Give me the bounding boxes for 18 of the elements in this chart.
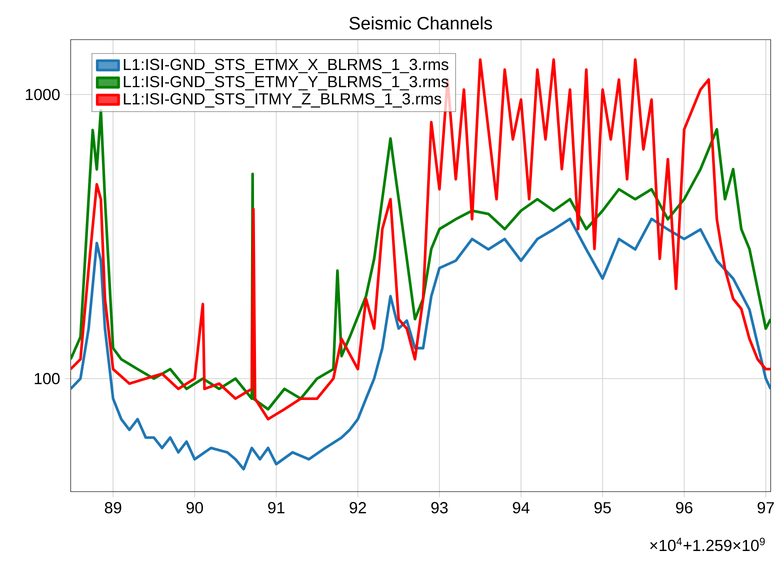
x-tick-label: 95 [594, 502, 611, 514]
x-tick-label: 94 [512, 502, 530, 514]
y-tick-label: 100 [34, 372, 60, 384]
legend-label: L1:ISI-GND_STS_ETMX_X_BLRMS_1_3.rms [124, 58, 448, 74]
x-tick-label: 92 [350, 502, 366, 514]
text: ×10$^{4}$+1.259×10$^{9}$ [650, 538, 765, 552]
x-tick-label: 97 [758, 502, 774, 514]
y-tick-label: 1000 [26, 88, 60, 100]
x-tick-label: 91 [268, 502, 284, 514]
x-tick-label: 93 [431, 502, 448, 514]
x-tick-label: 96 [676, 502, 692, 514]
line-series [70, 218, 771, 470]
x-tick-label: 89 [104, 502, 122, 514]
chart-title: Seismic Channels [349, 16, 492, 30]
line-series [70, 58, 771, 420]
legend-label: L1:ISI-GND_STS_ETMY_Y_BLRMS_1_3.rms [124, 76, 448, 90]
x-tick-label: 90 [186, 502, 203, 514]
legend-label: L1:ISI-GND_STS_ITMY_Z_BLRMS_1_3.rms [124, 93, 442, 108]
